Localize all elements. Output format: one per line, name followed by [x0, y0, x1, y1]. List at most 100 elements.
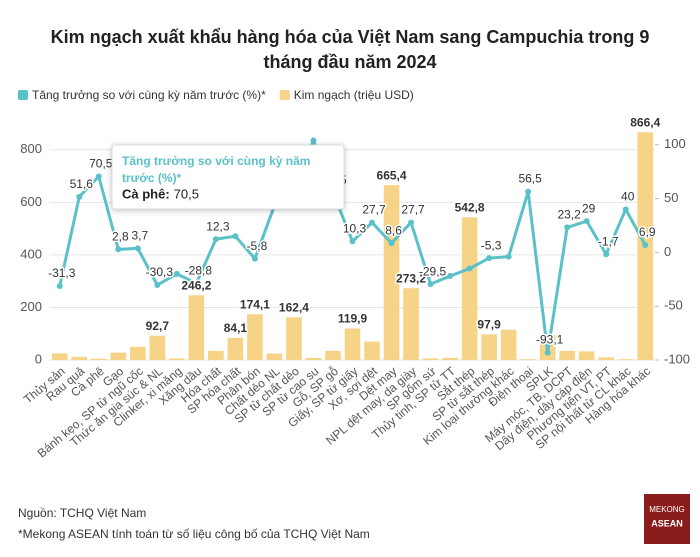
- line-point: [486, 255, 493, 262]
- bar: [227, 337, 244, 360]
- y2-tick-label: -100: [664, 351, 690, 366]
- y2-tick-label: 50: [664, 190, 678, 205]
- source: Nguồn: TCHQ Việt Nam: [18, 506, 146, 520]
- bar: [286, 317, 302, 360]
- bar: [617, 359, 634, 360]
- bar-value-label: 273,2: [396, 271, 426, 285]
- line-value-label: 56,5: [518, 172, 542, 186]
- line-point: [622, 206, 629, 213]
- bar: [149, 335, 166, 360]
- line-point: [212, 236, 219, 243]
- bar-value-label: 162,4: [279, 300, 309, 314]
- bar: [559, 350, 575, 360]
- bar: [578, 351, 595, 360]
- labels: 92,7 246,2 84,1 174,1 162,4 119,9 665,4 273,2 54…: [47, 114, 663, 348]
- bar: [266, 353, 283, 360]
- line-value-label: 3,7: [131, 229, 148, 243]
- bar: [364, 341, 380, 360]
- line-value-label: -31,3: [48, 266, 76, 280]
- y-tick-label: 800: [20, 141, 42, 156]
- line-value-label: -1,7: [598, 234, 619, 248]
- line-value-label: 2,8: [112, 230, 129, 244]
- line-value-label: 27,7: [362, 203, 386, 217]
- line-point: [56, 283, 63, 290]
- line-point: [369, 219, 376, 226]
- legend-swatch: [279, 90, 290, 100]
- bar-value-label: 542,8: [455, 201, 485, 215]
- bar-value-label: 174,1: [240, 297, 270, 311]
- line-point: [466, 265, 473, 272]
- y2-tick-label: 100: [664, 136, 686, 151]
- line-point: [134, 245, 141, 252]
- logo-text: ASEAN: [651, 518, 683, 528]
- bar: [403, 288, 419, 360]
- y2-tick-label: 0: [664, 244, 671, 259]
- tooltip-title-part: trước (%)*: [122, 171, 182, 185]
- line-value-label: 27,7: [401, 203, 425, 217]
- bar-value-label: 97,9: [477, 317, 501, 331]
- bar-value-label: 92,7: [146, 319, 170, 333]
- tooltip-box: [111, 144, 345, 210]
- line-value-label: -5,3: [481, 238, 502, 252]
- bar: [110, 352, 127, 360]
- line-value-label: 10,3: [343, 221, 367, 235]
- line-value-label: 40: [621, 190, 635, 204]
- chart-title: tháng đầu năm 2024: [263, 52, 436, 72]
- logo-text: MEKONG: [649, 505, 685, 514]
- line-value-label: 6,9: [639, 225, 656, 239]
- y-tick-label: 400: [20, 246, 42, 261]
- line-value-label: -28,8: [185, 264, 213, 278]
- line-point: [115, 246, 122, 253]
- line-point: [173, 270, 180, 277]
- line-point: [505, 253, 512, 260]
- line-point: [310, 137, 317, 144]
- line-point: [544, 349, 551, 356]
- y-tick-label: 0: [35, 351, 42, 366]
- line-point: [564, 224, 571, 231]
- line-value-label: -5,8: [247, 239, 268, 253]
- bar: [344, 328, 361, 360]
- bar: [520, 359, 536, 360]
- chart-title: Kim ngạch xuất khẩu hàng hóa của Việt Na…: [51, 27, 650, 47]
- line-value-label: -93,1: [536, 333, 564, 347]
- legend-swatch: [18, 90, 28, 100]
- line-point: [154, 281, 161, 288]
- bar: [130, 346, 146, 360]
- bar: [90, 358, 107, 360]
- line-value-label: 12,3: [206, 219, 230, 233]
- bar: [598, 357, 615, 360]
- line-value-label: -30,3: [146, 265, 174, 279]
- bar-value-label: 246,2: [181, 278, 211, 292]
- line-point: [603, 251, 610, 258]
- legend-label: Kim ngạch (triệu USD): [294, 88, 414, 102]
- tooltip-value: 70,5: [174, 186, 199, 201]
- tooltip: Tăng trưởng so với cùng kỳ năm trước (%)*…: [111, 144, 345, 210]
- line-value-label: 29: [582, 201, 596, 215]
- line-value-label: 51,6: [70, 177, 94, 191]
- line-point: [408, 219, 415, 226]
- bar: [51, 353, 68, 360]
- y-tick-label: 200: [20, 299, 42, 314]
- line-point: [427, 281, 434, 288]
- line-point: [525, 188, 532, 195]
- line-point: [447, 273, 454, 280]
- line-point: [251, 255, 258, 262]
- logo: [644, 494, 690, 544]
- bar-value-label: 866,4: [630, 115, 660, 129]
- tooltip-title: Tăng trưởng so với cùng kỳ năm trước (%)*: [122, 154, 310, 185]
- bar: [247, 314, 263, 360]
- tooltip-title-part: Tăng trưởng so với cùng kỳ năm: [122, 154, 310, 168]
- bar-value-label: 665,4: [377, 168, 407, 182]
- bar: [383, 185, 400, 360]
- bar: [461, 217, 478, 360]
- bar: [422, 358, 439, 360]
- bar-value-label: 119,9: [338, 312, 368, 326]
- note: *Mekong ASEAN tính toán từ số liệu công …: [18, 527, 370, 541]
- line-point: [349, 238, 356, 245]
- line-point: [642, 241, 649, 248]
- bar: [169, 358, 185, 360]
- bar: [305, 357, 322, 360]
- line-value-label: -29,5: [419, 264, 447, 278]
- line-point: [583, 218, 590, 225]
